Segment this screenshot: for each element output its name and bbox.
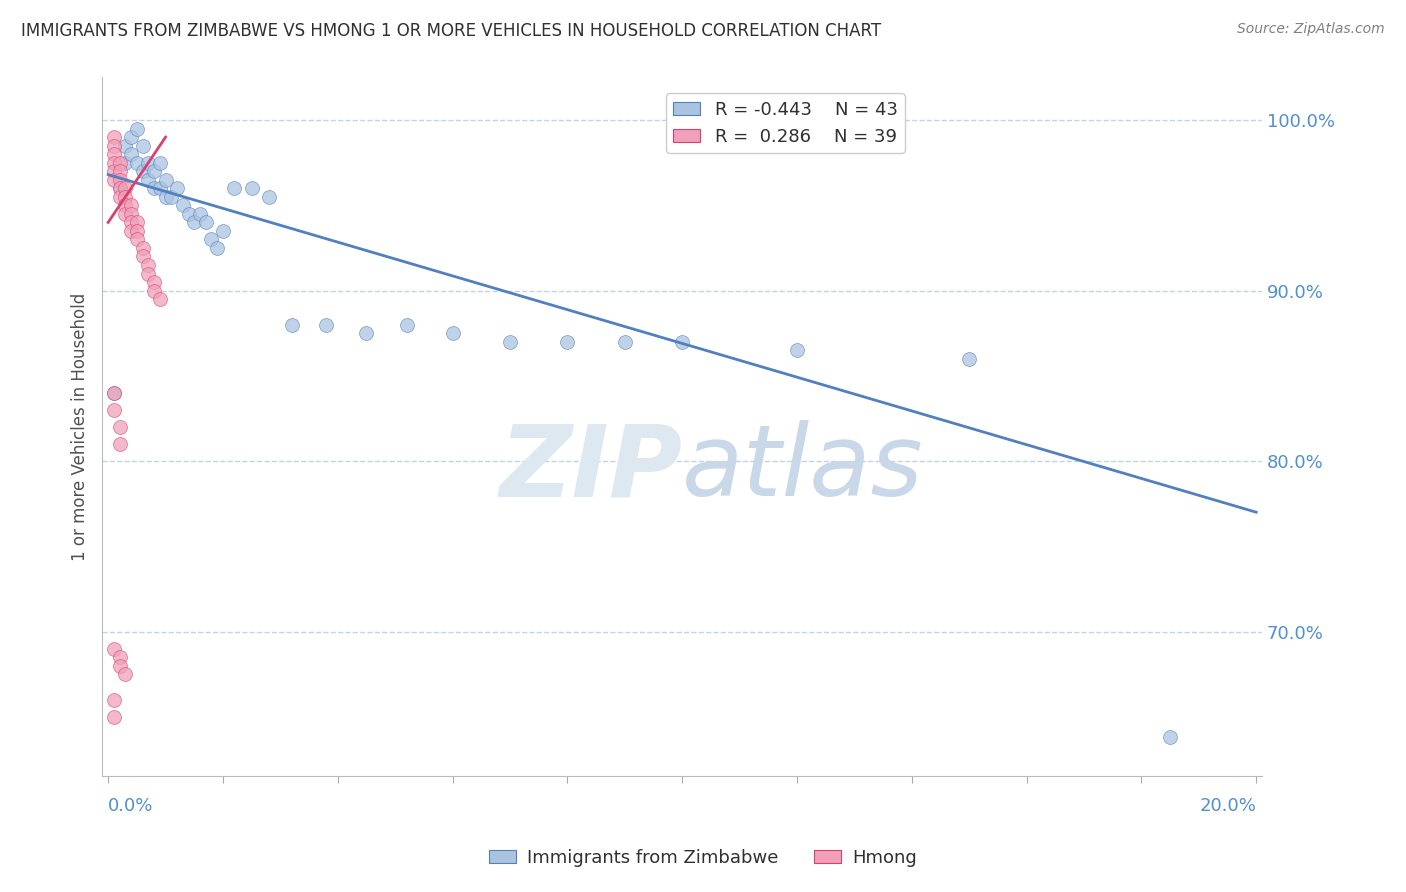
Legend: R = -0.443    N = 43, R =  0.286    N = 39: R = -0.443 N = 43, R = 0.286 N = 39 [666, 94, 905, 153]
Point [149, 155, 172, 169]
Point [143, 164, 166, 178]
Point [114, 207, 136, 221]
Text: ZIP: ZIP [499, 420, 682, 517]
Point [120, 130, 142, 145]
Point [224, 181, 246, 195]
Point [143, 275, 166, 289]
Point [114, 667, 136, 681]
Point [103, 130, 125, 145]
Point [149, 181, 172, 195]
Point [114, 181, 136, 195]
Y-axis label: 1 or more Vehicles in Household: 1 or more Vehicles in Household [72, 293, 89, 561]
Point [441, 326, 464, 341]
Point [103, 403, 125, 417]
Point [103, 385, 125, 400]
Point [114, 190, 136, 204]
Point [131, 138, 153, 153]
Point [125, 224, 148, 238]
Text: 20.0%: 20.0% [1199, 797, 1256, 815]
Point [114, 198, 136, 212]
Point [138, 172, 160, 186]
Point [103, 155, 125, 169]
Point [166, 181, 188, 195]
Text: atlas: atlas [682, 420, 924, 517]
Point [108, 420, 131, 434]
Point [557, 334, 579, 349]
Point [395, 318, 418, 332]
Point [671, 334, 693, 349]
Point [108, 190, 131, 204]
Point [155, 190, 177, 204]
Point [149, 292, 172, 306]
Point [143, 284, 166, 298]
Point [108, 181, 131, 195]
Point [240, 181, 263, 195]
Point [1159, 731, 1181, 745]
Point [120, 147, 142, 161]
Point [108, 650, 131, 665]
Point [131, 241, 153, 255]
Point [103, 692, 125, 706]
Point [108, 164, 131, 178]
Point [131, 250, 153, 264]
Point [188, 207, 211, 221]
Text: IMMIGRANTS FROM ZIMBABWE VS HMONG 1 OR MORE VEHICLES IN HOUSEHOLD CORRELATION CH: IMMIGRANTS FROM ZIMBABWE VS HMONG 1 OR M… [21, 22, 882, 40]
Point [125, 155, 148, 169]
Point [356, 326, 378, 341]
Point [103, 641, 125, 656]
Point [108, 155, 131, 169]
Point [108, 658, 131, 673]
Point [281, 318, 304, 332]
Point [138, 155, 160, 169]
Text: Source: ZipAtlas.com: Source: ZipAtlas.com [1237, 22, 1385, 37]
Point [120, 198, 142, 212]
Point [108, 181, 131, 195]
Point [103, 147, 125, 161]
Point [114, 138, 136, 153]
Point [138, 267, 160, 281]
Point [200, 232, 222, 246]
Point [155, 172, 177, 186]
Point [103, 138, 125, 153]
Point [120, 224, 142, 238]
Point [315, 318, 337, 332]
Point [183, 215, 205, 229]
Point [172, 198, 194, 212]
Point [160, 190, 183, 204]
Point [786, 343, 808, 358]
Point [125, 121, 148, 136]
Point [114, 155, 136, 169]
Point [125, 232, 148, 246]
Point [103, 164, 125, 178]
Point [120, 207, 142, 221]
Point [120, 215, 142, 229]
Point [957, 351, 980, 366]
Point [103, 172, 125, 186]
Text: 0.0%: 0.0% [108, 797, 153, 815]
Point [194, 215, 217, 229]
Point [207, 241, 229, 255]
Point [108, 172, 131, 186]
Point [125, 215, 148, 229]
Point [212, 224, 235, 238]
Point [108, 437, 131, 451]
Point [103, 710, 125, 724]
Point [143, 181, 166, 195]
Point [499, 334, 522, 349]
Point [103, 385, 125, 400]
Point [177, 207, 200, 221]
Point [257, 190, 280, 204]
Point [131, 164, 153, 178]
Legend: Immigrants from Zimbabwe, Hmong: Immigrants from Zimbabwe, Hmong [482, 842, 924, 874]
Point [138, 258, 160, 272]
Point [613, 334, 636, 349]
